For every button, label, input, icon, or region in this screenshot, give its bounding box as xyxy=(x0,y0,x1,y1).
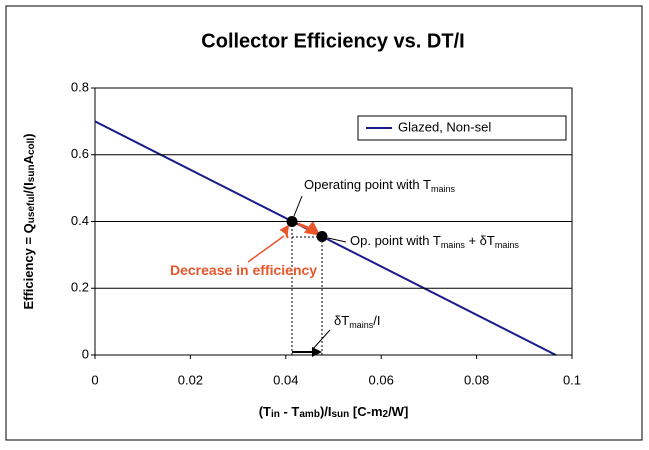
legend-label: Glazed, Non-sel xyxy=(398,119,491,134)
x-axis-label: (Tin - Tamb)/Isun [C-m2/W] xyxy=(259,404,409,419)
text-part: [C-m xyxy=(349,404,382,419)
x-tick-label: 0.04 xyxy=(273,372,298,387)
text-part: mains xyxy=(431,184,456,194)
text-part: Operating point with T xyxy=(304,177,431,192)
text-part: mains xyxy=(349,320,374,330)
text-part: Op. point with T xyxy=(350,233,441,248)
chart-title: Collector Efficiency vs. DT/I xyxy=(201,30,464,52)
y-tick-label: 0.8 xyxy=(71,79,89,94)
annotation: Operating point with Tmains xyxy=(304,177,455,194)
text-part: /W] xyxy=(388,404,408,419)
efficiency-arrow xyxy=(279,224,290,239)
text-part: in xyxy=(271,409,280,420)
text-part: sun xyxy=(332,409,350,420)
leader-line xyxy=(327,237,347,243)
y-tick-label: 0.2 xyxy=(71,280,89,295)
text-part: coll xyxy=(26,138,37,155)
x-tick-label: 0.1 xyxy=(563,372,581,387)
x-tick-label: 0 xyxy=(91,372,98,387)
text-part: sun xyxy=(26,164,37,182)
y-tick-label: 0.4 xyxy=(71,213,89,228)
text-part: δT xyxy=(334,313,349,328)
leader-line xyxy=(311,329,331,351)
text-part: )/I xyxy=(320,404,332,419)
text-part: 2 xyxy=(383,409,389,420)
text-part: amb xyxy=(299,409,320,420)
y-tick-label: 0 xyxy=(82,346,89,361)
text-part: Efficiency = Q xyxy=(21,223,36,309)
text-part: /I xyxy=(373,313,380,328)
annotation: δTmains/I xyxy=(334,313,380,330)
leader-line xyxy=(293,195,303,217)
text-part: (T xyxy=(259,404,271,419)
leader-line xyxy=(247,235,285,263)
text-part: ) xyxy=(21,133,36,137)
text-part: /(I xyxy=(21,182,36,194)
x-tick-label: 0.08 xyxy=(464,372,489,387)
text-part: A xyxy=(21,154,36,164)
point-marker xyxy=(286,216,298,227)
annotation: Op. point with Tmains + δTmains xyxy=(350,233,519,250)
text-part: mains xyxy=(495,240,520,250)
point-marker xyxy=(316,231,328,243)
text-part: Decrease in efficiency xyxy=(170,262,317,278)
x-tick-label: 0.06 xyxy=(369,372,394,387)
y-tick-label: 0.6 xyxy=(71,146,89,161)
legend-box xyxy=(357,115,567,141)
text-part: - T xyxy=(280,404,300,419)
y-axis-label: Efficiency = Quseful/(IsunAcoll) xyxy=(21,133,36,309)
text-part: + δT xyxy=(465,233,495,248)
efficiency-arrow xyxy=(297,220,321,236)
x-tick-label: 0.02 xyxy=(178,372,203,387)
annotation: Decrease in efficiency xyxy=(170,262,317,278)
text-part: useful xyxy=(26,194,37,224)
text-part: mains xyxy=(441,240,466,250)
